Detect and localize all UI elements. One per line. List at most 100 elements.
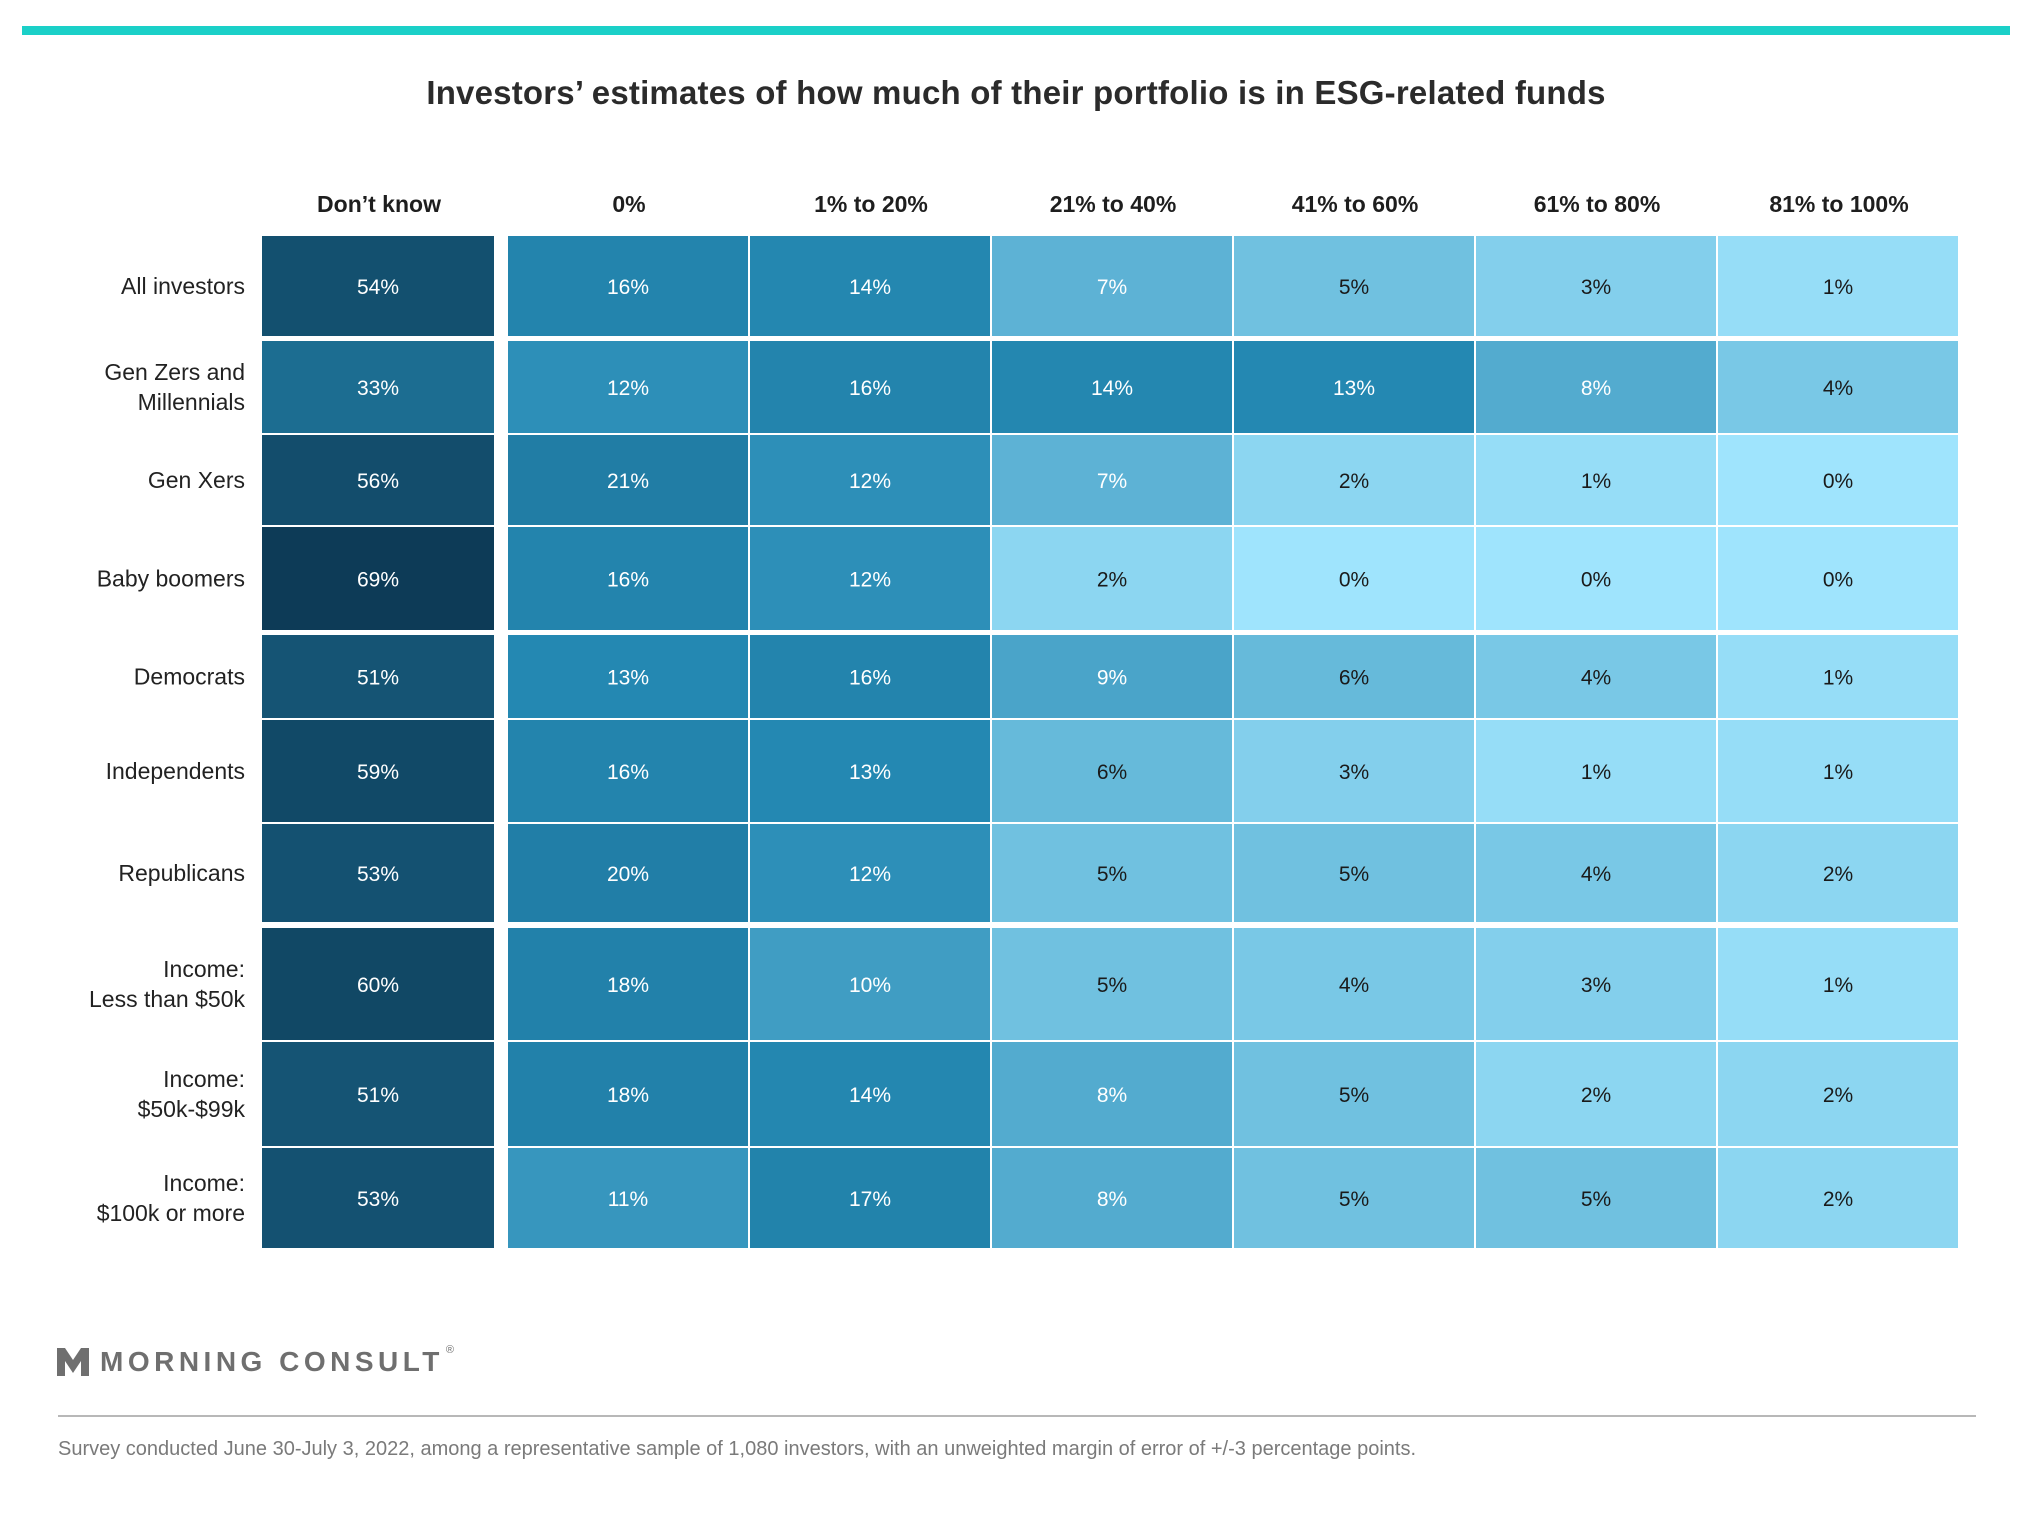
cell-value-label: 56%	[357, 470, 399, 493]
heatmap-cell	[1718, 236, 1958, 336]
heatmap-cell	[262, 824, 494, 922]
logo-registered-mark: ®	[445, 1344, 454, 1356]
cell-value-label: 1%	[1823, 761, 1853, 784]
cell-value-label: 12%	[849, 470, 891, 493]
cell-value-label: 59%	[357, 761, 399, 784]
heatmap-cell	[1476, 236, 1716, 336]
footnote: Survey conducted June 30-July 3, 2022, a…	[58, 1438, 1417, 1460]
heatmap-cell	[1476, 341, 1716, 433]
heatmap-cell	[1234, 1148, 1474, 1248]
heatmap-cell	[992, 236, 1232, 336]
heatmap-cell	[262, 1042, 494, 1146]
cell-value-label: 0%	[1339, 569, 1369, 592]
heatmap-cell	[262, 635, 494, 718]
heatmap-cell	[750, 635, 990, 718]
row-label: Millennials	[138, 389, 245, 415]
heatmap-cell	[992, 527, 1232, 630]
cell-value-label: 6%	[1097, 761, 1127, 784]
row-label: Democrats	[134, 664, 245, 690]
column-header: 41% to 60%	[1292, 191, 1419, 217]
cell-value-label: 5%	[1339, 863, 1369, 886]
cell-value-label: 14%	[1091, 377, 1133, 400]
cell-value-label: 2%	[1581, 1084, 1611, 1107]
column-header: Don’t know	[317, 191, 441, 217]
row-label: Income:	[163, 956, 245, 982]
cell-value-label: 10%	[849, 974, 891, 997]
heatmap-cell	[1718, 435, 1958, 525]
morning-consult-logo: MORNING CONSULT ®	[57, 1344, 454, 1380]
cell-value-label: 12%	[849, 569, 891, 592]
row-label: $100k or more	[97, 1200, 245, 1226]
row-label: Income:	[163, 1066, 245, 1092]
cell-value-label: 5%	[1097, 863, 1127, 886]
cell-value-label: 16%	[849, 667, 891, 690]
heatmap-cell	[262, 928, 494, 1040]
heatmap-cell	[750, 824, 990, 922]
heatmap-cell	[262, 435, 494, 525]
heatmap-cell	[750, 1148, 990, 1248]
cell-value-label: 20%	[607, 863, 649, 886]
cell-value-label: 8%	[1097, 1084, 1127, 1107]
heatmap-cell	[508, 1148, 748, 1248]
cell-value-label: 13%	[607, 667, 649, 690]
cell-value-label: 4%	[1581, 863, 1611, 886]
heatmap-cell	[1476, 824, 1716, 922]
heatmap-cell	[508, 824, 748, 922]
cell-value-label: 33%	[357, 377, 399, 400]
row-label: All investors	[121, 273, 245, 299]
heatmap-cell	[262, 1148, 494, 1248]
cell-value-label: 5%	[1339, 276, 1369, 299]
cell-value-label: 11%	[608, 1188, 648, 1211]
cell-value-label: 51%	[357, 1084, 399, 1107]
heatmap-cell	[508, 341, 748, 433]
cell-value-label: 1%	[1581, 761, 1611, 784]
heatmap-cell	[508, 236, 748, 336]
heatmap-cell	[750, 435, 990, 525]
cell-value-label: 1%	[1823, 667, 1853, 690]
heatmap-cell	[750, 236, 990, 336]
heatmap-cell	[262, 236, 494, 336]
cell-value-label: 18%	[607, 974, 649, 997]
row-label: Less than $50k	[89, 986, 246, 1012]
heatmap-cell	[1718, 928, 1958, 1040]
heatmap-cell	[1476, 527, 1716, 630]
cell-value-label: 18%	[607, 1084, 649, 1107]
cell-value-label: 2%	[1823, 1188, 1853, 1211]
heatmap-cell	[1718, 1042, 1958, 1146]
cell-value-label: 7%	[1097, 470, 1127, 493]
heatmap-cell	[262, 341, 494, 433]
heatmap-cell	[992, 1042, 1232, 1146]
cell-value-label: 54%	[357, 276, 399, 299]
cell-value-label: 0%	[1581, 569, 1611, 592]
heatmap-cell	[1234, 928, 1474, 1040]
cell-value-label: 16%	[849, 377, 891, 400]
heatmap-cell	[508, 527, 748, 630]
cell-value-label: 2%	[1339, 470, 1369, 493]
heatmap-cell	[508, 928, 748, 1040]
heatmap-cell	[1476, 1042, 1716, 1146]
cell-value-label: 69%	[357, 569, 399, 592]
cell-value-label: 3%	[1581, 974, 1611, 997]
heatmap-cell	[1234, 824, 1474, 922]
cell-value-label: 12%	[849, 863, 891, 886]
heatmap-cell	[508, 720, 748, 822]
cell-value-label: 4%	[1339, 974, 1369, 997]
heatmap-cell	[1234, 527, 1474, 630]
heatmap-cell	[1234, 435, 1474, 525]
heatmap-chart: Don’t know 0% 1% to 20% 21% to 40% 41% to 60…	[89, 191, 1958, 1248]
heatmap-cell	[1476, 1148, 1716, 1248]
heatmap-cell	[1718, 635, 1958, 718]
cell-value-label: 16%	[607, 276, 649, 299]
cell-value-label: 1%	[1823, 974, 1853, 997]
cell-value-label: 13%	[1333, 377, 1375, 400]
footer-divider	[58, 1415, 1976, 1417]
heatmap-cell	[1234, 635, 1474, 718]
heatmap-cell	[750, 1042, 990, 1146]
heatmap-cell	[1234, 341, 1474, 433]
heatmap-cell	[1476, 635, 1716, 718]
heatmap-cell	[750, 527, 990, 630]
cell-value-label: 4%	[1581, 667, 1611, 690]
heatmap-cell	[992, 928, 1232, 1040]
cell-value-label: 16%	[607, 569, 649, 592]
row-label: Income:	[163, 1170, 245, 1196]
